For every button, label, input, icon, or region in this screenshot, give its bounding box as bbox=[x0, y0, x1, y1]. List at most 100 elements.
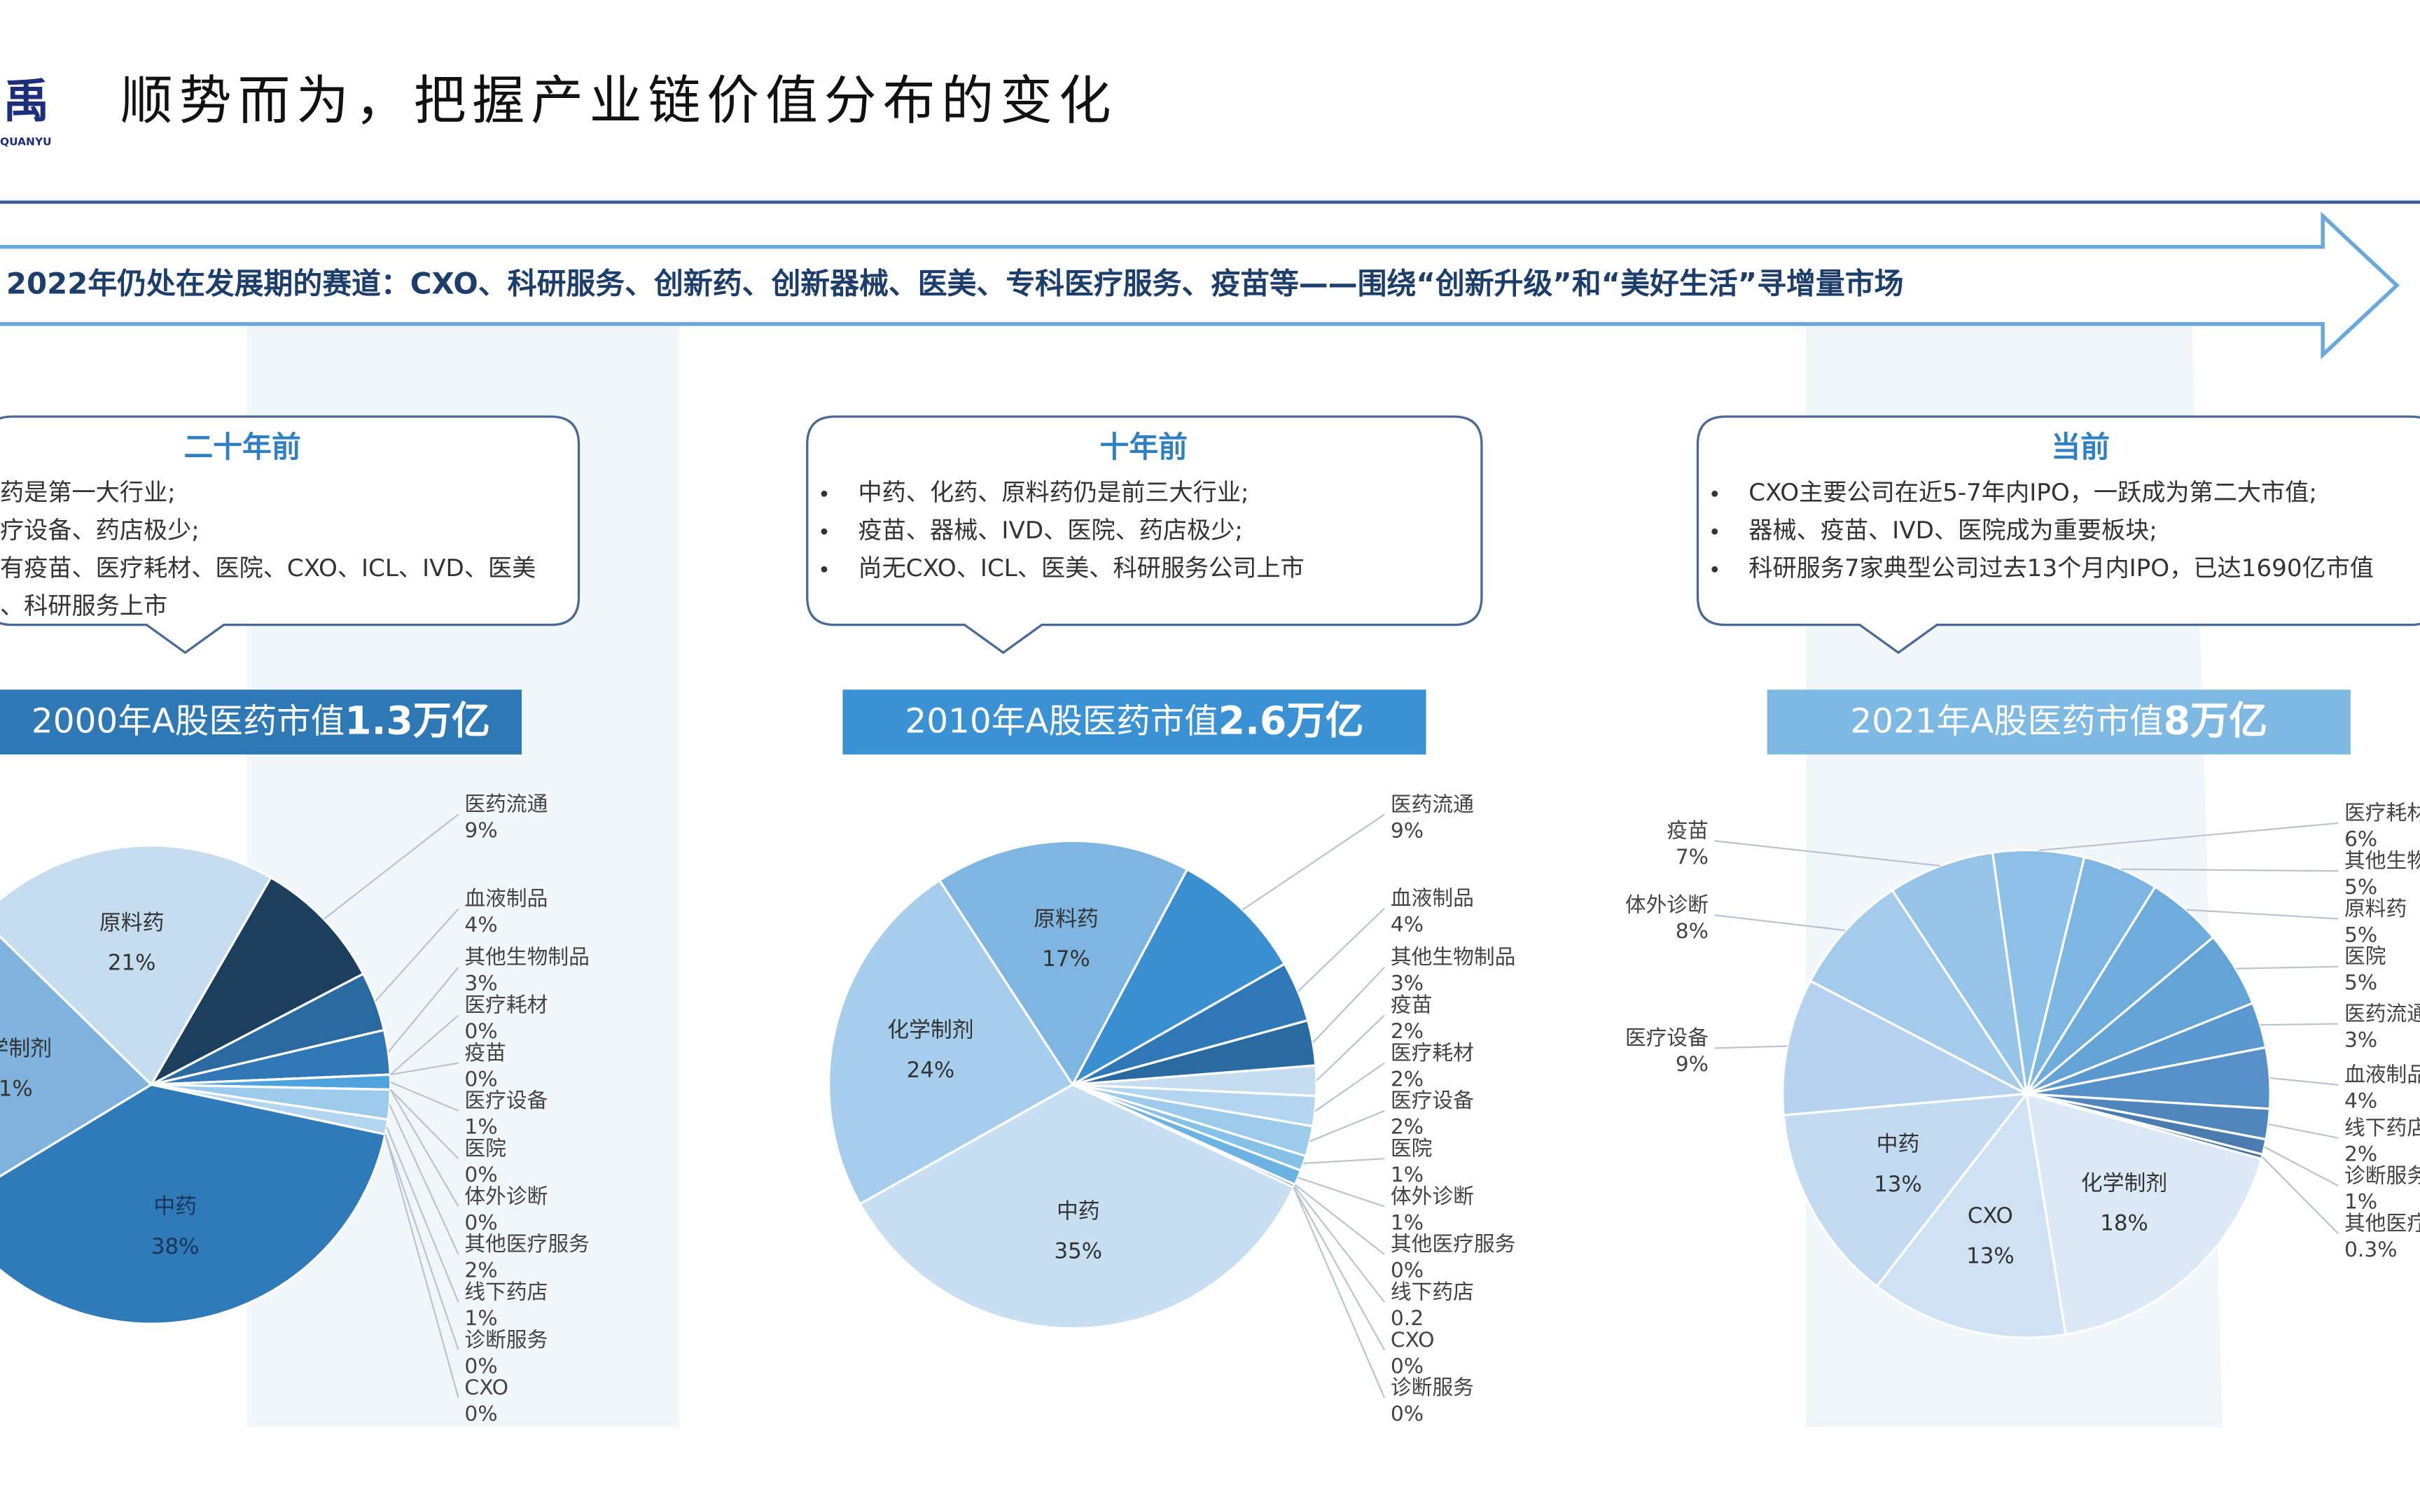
slice-value: 1% bbox=[2344, 1190, 2377, 1214]
slice-value: 7% bbox=[1676, 845, 1709, 869]
slice-value: 2% bbox=[1391, 1115, 1424, 1140]
leader-line bbox=[1714, 840, 1941, 867]
title-bar bbox=[842, 690, 1426, 755]
leader-line bbox=[2235, 965, 2339, 969]
box-item: 中药、化药、原料药仍是前三大行业; bbox=[858, 479, 1249, 507]
slice-value: 3% bbox=[2344, 1028, 2377, 1052]
pie-slice bbox=[1991, 848, 2086, 1095]
leader-line bbox=[2268, 1123, 2339, 1139]
leader-line bbox=[389, 1014, 459, 1075]
slice-name: 原料药 bbox=[99, 910, 165, 935]
slice-value: 13% bbox=[1966, 1244, 2015, 1269]
box-item: 、科研服务上市 bbox=[0, 592, 167, 620]
chart-title-label: 2021年A股医药市值 bbox=[1850, 702, 2163, 741]
leader-line bbox=[387, 967, 459, 1053]
slice-value: 9% bbox=[1676, 1052, 1709, 1077]
slice-name: 医疗耗材 bbox=[464, 993, 548, 1018]
callout-box bbox=[0, 415, 580, 654]
slice-value: 21% bbox=[108, 951, 156, 976]
leader-line bbox=[389, 1089, 459, 1208]
slice-value: 2% bbox=[1391, 1019, 1424, 1044]
banner-text: 2022年仍处在发展期的赛道：CXO、科研服务、创新药、创新器械、医美、专科医疗… bbox=[6, 266, 1904, 300]
chart-title: 2000年A股医药市值1.3万亿 bbox=[32, 699, 490, 743]
leader-line bbox=[1714, 914, 1846, 932]
slice-name: 体外诊断 bbox=[1625, 893, 1709, 918]
leader-line bbox=[2186, 909, 2339, 920]
box-item: 科研服务7家典型公司过去13个月内IPO，已达1690亿市值 bbox=[1748, 554, 2374, 582]
slice-name: 其他生物制品 bbox=[464, 945, 590, 969]
leader-line bbox=[375, 908, 459, 1002]
box-item: 药是第一大行业; bbox=[0, 479, 176, 507]
pie-slice bbox=[2024, 1092, 2263, 1336]
slice-name: 疫苗 bbox=[464, 1041, 506, 1065]
slice-name: 医疗设备 bbox=[1625, 1026, 1709, 1051]
chart-title-value: 8万亿 bbox=[2164, 699, 2268, 743]
slice-value: 13% bbox=[1874, 1172, 1922, 1197]
slice-name: CXO bbox=[464, 1376, 508, 1400]
pie-slice bbox=[828, 878, 1075, 1206]
leader-line bbox=[1293, 1185, 1385, 1303]
leader-line bbox=[2269, 1077, 2339, 1086]
slice-name: 血液制品 bbox=[1391, 886, 1474, 911]
chart-title-value: 2.6万亿 bbox=[1218, 699, 1364, 743]
slice-value: 0% bbox=[464, 1163, 497, 1187]
slice-value: 8% bbox=[1676, 919, 1709, 944]
leader-line bbox=[1312, 967, 1385, 1044]
slice-name: 疫苗 bbox=[1391, 993, 1433, 1018]
leader-line bbox=[1314, 1062, 1385, 1112]
slice-name: CXO bbox=[1968, 1203, 2013, 1228]
pie-slice bbox=[1782, 1092, 2029, 1288]
slice-value: 5% bbox=[2344, 971, 2377, 995]
leader-line bbox=[384, 1134, 459, 1350]
slice-name: 医药流通 bbox=[1391, 792, 1474, 817]
slice-value: 1% bbox=[1391, 1163, 1424, 1187]
slice-name: 体外诊断 bbox=[1391, 1184, 1474, 1209]
slice-name: 中药 bbox=[1057, 1198, 1100, 1224]
bullet bbox=[1711, 528, 1718, 535]
slice-value: 0% bbox=[1391, 1259, 1424, 1283]
logo-sub: QUANYU bbox=[0, 135, 52, 148]
slice-name: 医院 bbox=[464, 1137, 506, 1161]
slice-value: 0% bbox=[464, 1354, 497, 1378]
slice-name: 血液制品 bbox=[2344, 1063, 2420, 1087]
slice-name: 其他医疗服务 bbox=[464, 1232, 590, 1256]
slice-name: 其他医疗服务 bbox=[1391, 1232, 1516, 1256]
leader-line bbox=[1293, 1186, 1386, 1399]
box-title: 当前 bbox=[2051, 430, 2110, 464]
chart-title-value: 1.3万亿 bbox=[345, 699, 490, 743]
slice-name: 化学制剂 bbox=[2081, 1170, 2167, 1196]
leader-line bbox=[1309, 1110, 1385, 1142]
leader-line bbox=[386, 1126, 459, 1303]
leader-line bbox=[1294, 1184, 1385, 1255]
slice-value: 2% bbox=[2344, 1142, 2377, 1166]
slice-value: 17% bbox=[1042, 946, 1090, 972]
pie-slice bbox=[148, 876, 365, 1088]
bullet bbox=[821, 490, 828, 497]
slice-value: 0% bbox=[464, 1210, 497, 1235]
slice-name: 原料药 bbox=[1034, 906, 1099, 932]
slice-value: 1% bbox=[464, 1306, 497, 1331]
slice-name: 化学制剂 bbox=[0, 1036, 52, 1061]
slice-name: 诊断服务 bbox=[2344, 1163, 2420, 1188]
pie-slice bbox=[0, 934, 153, 1178]
leader-line bbox=[1714, 1045, 1788, 1049]
slice-value: 9% bbox=[464, 818, 497, 843]
slice-value: 2% bbox=[1391, 1067, 1424, 1091]
slice-value: 35% bbox=[1055, 1239, 1103, 1264]
bullet bbox=[1711, 566, 1718, 573]
slice-value: 0.2 bbox=[1391, 1306, 1424, 1331]
leader-line bbox=[390, 1081, 459, 1112]
slice-value: 1% bbox=[464, 1115, 497, 1140]
slice-value: 21% bbox=[0, 1076, 33, 1101]
pie-slice bbox=[1875, 1091, 2067, 1339]
slice-value: 5% bbox=[2344, 923, 2377, 947]
slice-name: 医疗耗材 bbox=[2344, 801, 2420, 825]
slice-name: 线下药店 bbox=[1391, 1280, 1474, 1305]
chart-title-label: 2010年A股医药市值 bbox=[905, 702, 1218, 741]
callout-box bbox=[1696, 415, 2420, 654]
slice-name: 血液制品 bbox=[464, 887, 548, 911]
box-item: 疗设备、药店极少; bbox=[0, 517, 200, 545]
leader-line bbox=[323, 813, 459, 920]
